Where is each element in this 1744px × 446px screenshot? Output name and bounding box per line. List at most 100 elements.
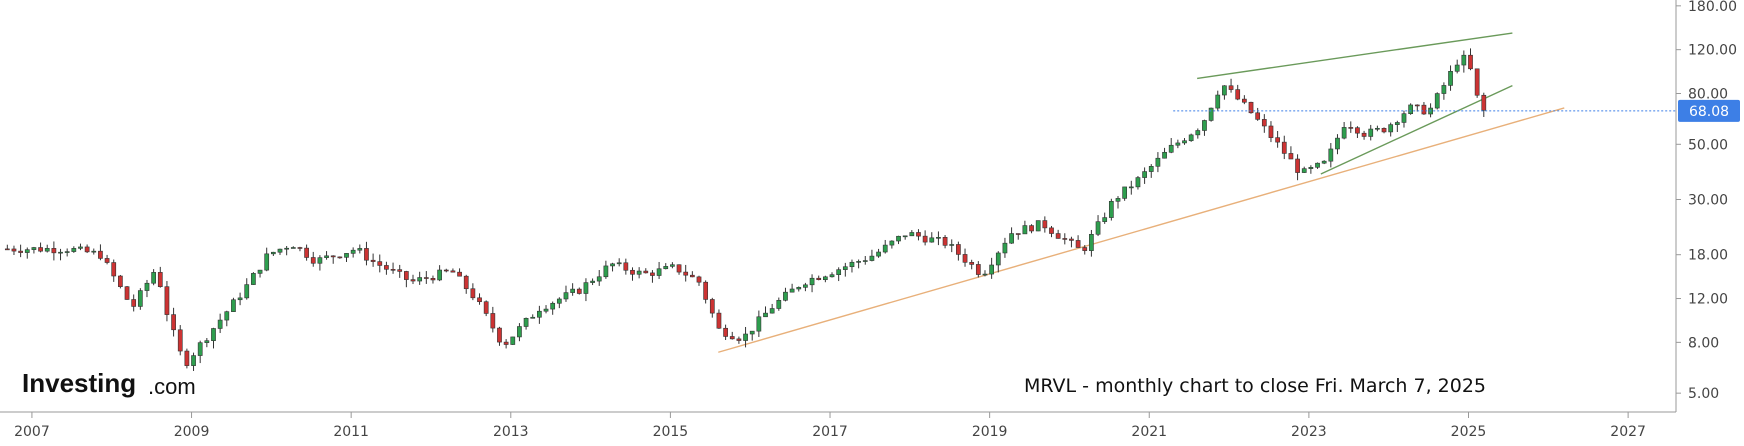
- candle-body: [696, 276, 702, 283]
- candle-body: [317, 257, 323, 264]
- candle-body: [64, 251, 70, 253]
- candle-body: [337, 256, 343, 259]
- candle-body: [237, 297, 243, 301]
- candle-body: [1461, 54, 1467, 66]
- candle-body: [1242, 98, 1247, 103]
- candle-body: [350, 249, 356, 254]
- y-tick-label: 120.00: [1688, 43, 1737, 59]
- candle-body: [1049, 227, 1054, 234]
- candle-body: [1002, 242, 1008, 254]
- candle-body: [882, 244, 888, 253]
- candle-body: [1441, 85, 1447, 94]
- candle-body: [530, 316, 536, 319]
- candle-body: [550, 302, 556, 310]
- candle-body: [749, 330, 755, 335]
- candle-body: [510, 336, 516, 345]
- candle-body: [1175, 142, 1181, 146]
- candle-body: [144, 282, 150, 291]
- candle-body: [1208, 107, 1214, 121]
- candle-body: [1095, 221, 1101, 235]
- candle-body: [1055, 233, 1061, 239]
- candle-body: [423, 277, 429, 279]
- candle-body: [284, 247, 290, 250]
- candle-body: [769, 308, 775, 314]
- candle-body: [277, 248, 283, 253]
- candle-body: [157, 272, 163, 287]
- candle-body: [1268, 125, 1274, 138]
- candle-body: [211, 328, 216, 341]
- candle-body: [1195, 130, 1201, 136]
- candle-body: [683, 271, 689, 276]
- candle-body: [437, 269, 442, 281]
- axes: [0, 0, 1677, 413]
- candle-body: [1468, 54, 1473, 70]
- y-tick-label: 30.00: [1688, 192, 1728, 208]
- candle-body: [1355, 127, 1360, 134]
- x-tick-label: 2027: [1610, 424, 1646, 440]
- trend-lines: [718, 32, 1565, 353]
- candle-body: [709, 299, 715, 314]
- candle-body: [71, 248, 77, 252]
- price-tag: 68.08: [1678, 99, 1740, 122]
- candle-body: [670, 264, 675, 267]
- candle-body: [1188, 134, 1194, 142]
- candle-body: [783, 291, 788, 301]
- candle-body: [1348, 127, 1354, 129]
- candle-body: [364, 248, 369, 261]
- candle-body: [656, 268, 662, 276]
- candle-body: [118, 275, 123, 287]
- candle-body: [4, 248, 10, 251]
- candle-body: [1275, 137, 1280, 143]
- candle-body: [869, 255, 875, 261]
- candle-body: [1454, 64, 1460, 72]
- candle-body: [949, 244, 955, 246]
- candle-body: [1075, 240, 1081, 248]
- candle-body: [1341, 127, 1347, 139]
- candle-body: [1261, 119, 1267, 127]
- candle-body: [916, 232, 921, 237]
- candle-body: [796, 287, 802, 290]
- candle-body: [1102, 217, 1108, 222]
- candle-body: [171, 314, 176, 331]
- candle-body: [829, 274, 835, 278]
- candle-body: [1148, 166, 1154, 172]
- candle-body: [1015, 233, 1021, 235]
- candle-body: [344, 253, 349, 258]
- candle-body: [503, 341, 509, 345]
- candle-body: [756, 316, 762, 332]
- logo-main: Investing: [22, 368, 136, 398]
- candle-body: [84, 246, 90, 253]
- candle-body: [1228, 85, 1234, 90]
- candle-body: [889, 240, 895, 246]
- x-tick-label: 2025: [1451, 424, 1487, 440]
- candle-body: [570, 288, 575, 293]
- candle-body: [630, 269, 635, 275]
- candle-body: [849, 261, 855, 268]
- y-tick-label: 50.00: [1688, 137, 1728, 153]
- candle-body: [304, 247, 309, 258]
- candle-body: [803, 284, 808, 288]
- candle-body: [497, 327, 502, 343]
- candle-body: [1168, 144, 1174, 153]
- y-tick-label: 5.00: [1688, 386, 1719, 402]
- candle-body: [44, 248, 50, 252]
- candle-body: [896, 235, 901, 242]
- candle-body: [1122, 186, 1128, 199]
- candle-body: [689, 274, 695, 278]
- candle-body: [969, 262, 975, 265]
- y-tick-label: 180.00: [1688, 0, 1737, 15]
- candle-body: [1215, 94, 1221, 109]
- candle-body: [736, 338, 742, 341]
- candle-body: [197, 342, 203, 356]
- candle-body: [257, 269, 263, 274]
- y-tick-label: 8.00: [1688, 335, 1719, 351]
- candle-body: [131, 299, 137, 307]
- candle-body: [623, 262, 629, 271]
- candle-body: [523, 317, 529, 327]
- candle-body: [596, 276, 602, 282]
- y-tick-label: 80.00: [1688, 86, 1728, 102]
- candle-body: [124, 286, 130, 300]
- candle-body: [556, 298, 562, 304]
- candle-body: [909, 232, 915, 237]
- candle-body: [942, 237, 948, 246]
